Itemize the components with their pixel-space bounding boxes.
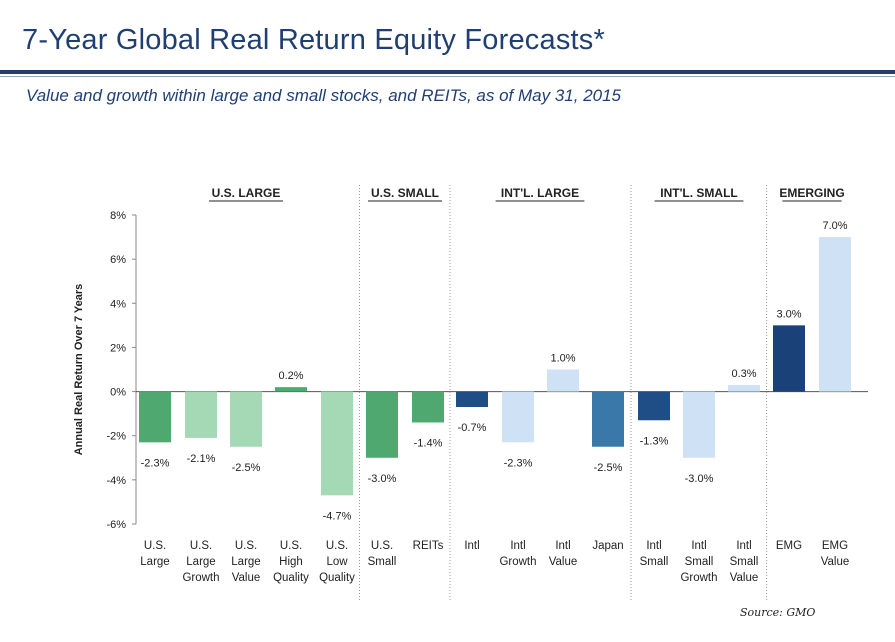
x-tick-label: Intl <box>510 540 525 552</box>
x-tick-label: Value <box>549 556 578 568</box>
y-tick-label: -2% <box>106 431 126 443</box>
x-tick-label: Growth <box>499 556 536 568</box>
bar-value-label: -0.7% <box>458 422 487 434</box>
group-header: INT'L. SMALL <box>660 186 738 200</box>
y-tick-label: 2% <box>110 342 126 354</box>
y-tick-label: 0% <box>110 387 126 399</box>
bar <box>366 391 398 458</box>
chart-subtitle: Value and growth within large and small … <box>26 86 622 105</box>
x-tick-label: Small <box>730 556 759 568</box>
bar <box>773 325 805 392</box>
x-tick-label: Low <box>326 556 348 568</box>
y-tick-label: 8% <box>110 210 126 222</box>
bar-value-label: -4.7% <box>323 510 352 522</box>
x-tick-label: EMG <box>822 540 848 552</box>
bar <box>683 391 715 458</box>
bar <box>275 387 307 392</box>
bar-value-label: 0.3% <box>731 368 756 380</box>
y-tick-label: -4% <box>106 475 126 487</box>
chart-title: 7-Year Global Real Return Equity Forecas… <box>22 24 605 56</box>
y-tick-label: 6% <box>110 254 126 266</box>
x-tick-label: Quality <box>319 572 355 584</box>
group-header: EMERGING <box>779 186 844 200</box>
bar-value-label: -3.0% <box>685 473 714 485</box>
x-tick-label: Intl <box>555 540 570 552</box>
x-tick-label: Small <box>685 556 714 568</box>
bar-value-label: -3.0% <box>368 473 397 485</box>
group-header: U.S. SMALL <box>371 186 439 200</box>
bar-value-label: -2.1% <box>187 453 216 465</box>
y-axis-title: Annual Real Return Over 7 Years <box>73 284 85 456</box>
x-tick-label: Value <box>232 572 261 584</box>
x-tick-label: U.S. <box>190 540 212 552</box>
bar-value-label: 1.0% <box>550 353 575 365</box>
x-tick-label: Growth <box>182 572 219 584</box>
x-tick-label: Intl <box>736 540 751 552</box>
x-tick-label: Intl <box>691 540 706 552</box>
group-header: INT'L. LARGE <box>501 186 579 200</box>
x-tick-label: High <box>279 556 303 568</box>
bar <box>819 237 851 392</box>
x-tick-label: Value <box>730 572 759 584</box>
bar-value-label: -1.4% <box>414 437 443 449</box>
x-tick-label: Growth <box>680 572 717 584</box>
x-tick-label: Small <box>640 556 669 568</box>
bar <box>321 391 353 496</box>
y-tick-label: 4% <box>110 298 126 310</box>
x-tick-label: Large <box>231 556 260 568</box>
bar-value-label: 3.0% <box>776 308 801 320</box>
bar-value-label: -1.3% <box>640 435 669 447</box>
x-tick-label: Intl <box>646 540 661 552</box>
bar <box>230 391 262 447</box>
x-tick-label: EMG <box>776 540 802 552</box>
x-tick-label: Large <box>140 556 169 568</box>
bar <box>547 369 579 392</box>
y-tick-label: -6% <box>106 519 126 531</box>
x-tick-label: U.S. <box>235 540 257 552</box>
x-tick-label: U.S. <box>144 540 166 552</box>
x-tick-label: U.S. <box>371 540 393 552</box>
x-tick-label: Small <box>368 556 397 568</box>
bar <box>185 391 217 438</box>
bar <box>139 391 171 443</box>
title-rule <box>0 70 895 74</box>
bar-value-label: -2.5% <box>232 462 261 474</box>
x-tick-label: Value <box>821 556 850 568</box>
group-header: U.S. LARGE <box>212 186 281 200</box>
bar <box>412 391 444 423</box>
x-tick-label: U.S. <box>280 540 302 552</box>
bar <box>728 384 760 392</box>
x-tick-label: Intl <box>464 540 479 552</box>
x-tick-label: U.S. <box>326 540 348 552</box>
x-tick-label: Large <box>186 556 215 568</box>
bar-value-label: -2.3% <box>141 457 170 469</box>
title-rule-thin <box>0 76 895 77</box>
bar-value-label: -2.3% <box>504 457 533 469</box>
bar-value-label: 7.0% <box>822 220 847 232</box>
bar <box>502 391 534 443</box>
bar-value-label: 0.2% <box>278 370 303 382</box>
bar <box>638 391 670 421</box>
bar-value-label: -2.5% <box>594 462 623 474</box>
bar <box>592 391 624 447</box>
x-tick-label: Quality <box>273 572 309 584</box>
x-tick-label: Japan <box>592 540 623 552</box>
source-note: Source: GMO <box>740 606 816 619</box>
bar <box>456 391 488 408</box>
x-tick-label: REITs <box>413 540 444 552</box>
